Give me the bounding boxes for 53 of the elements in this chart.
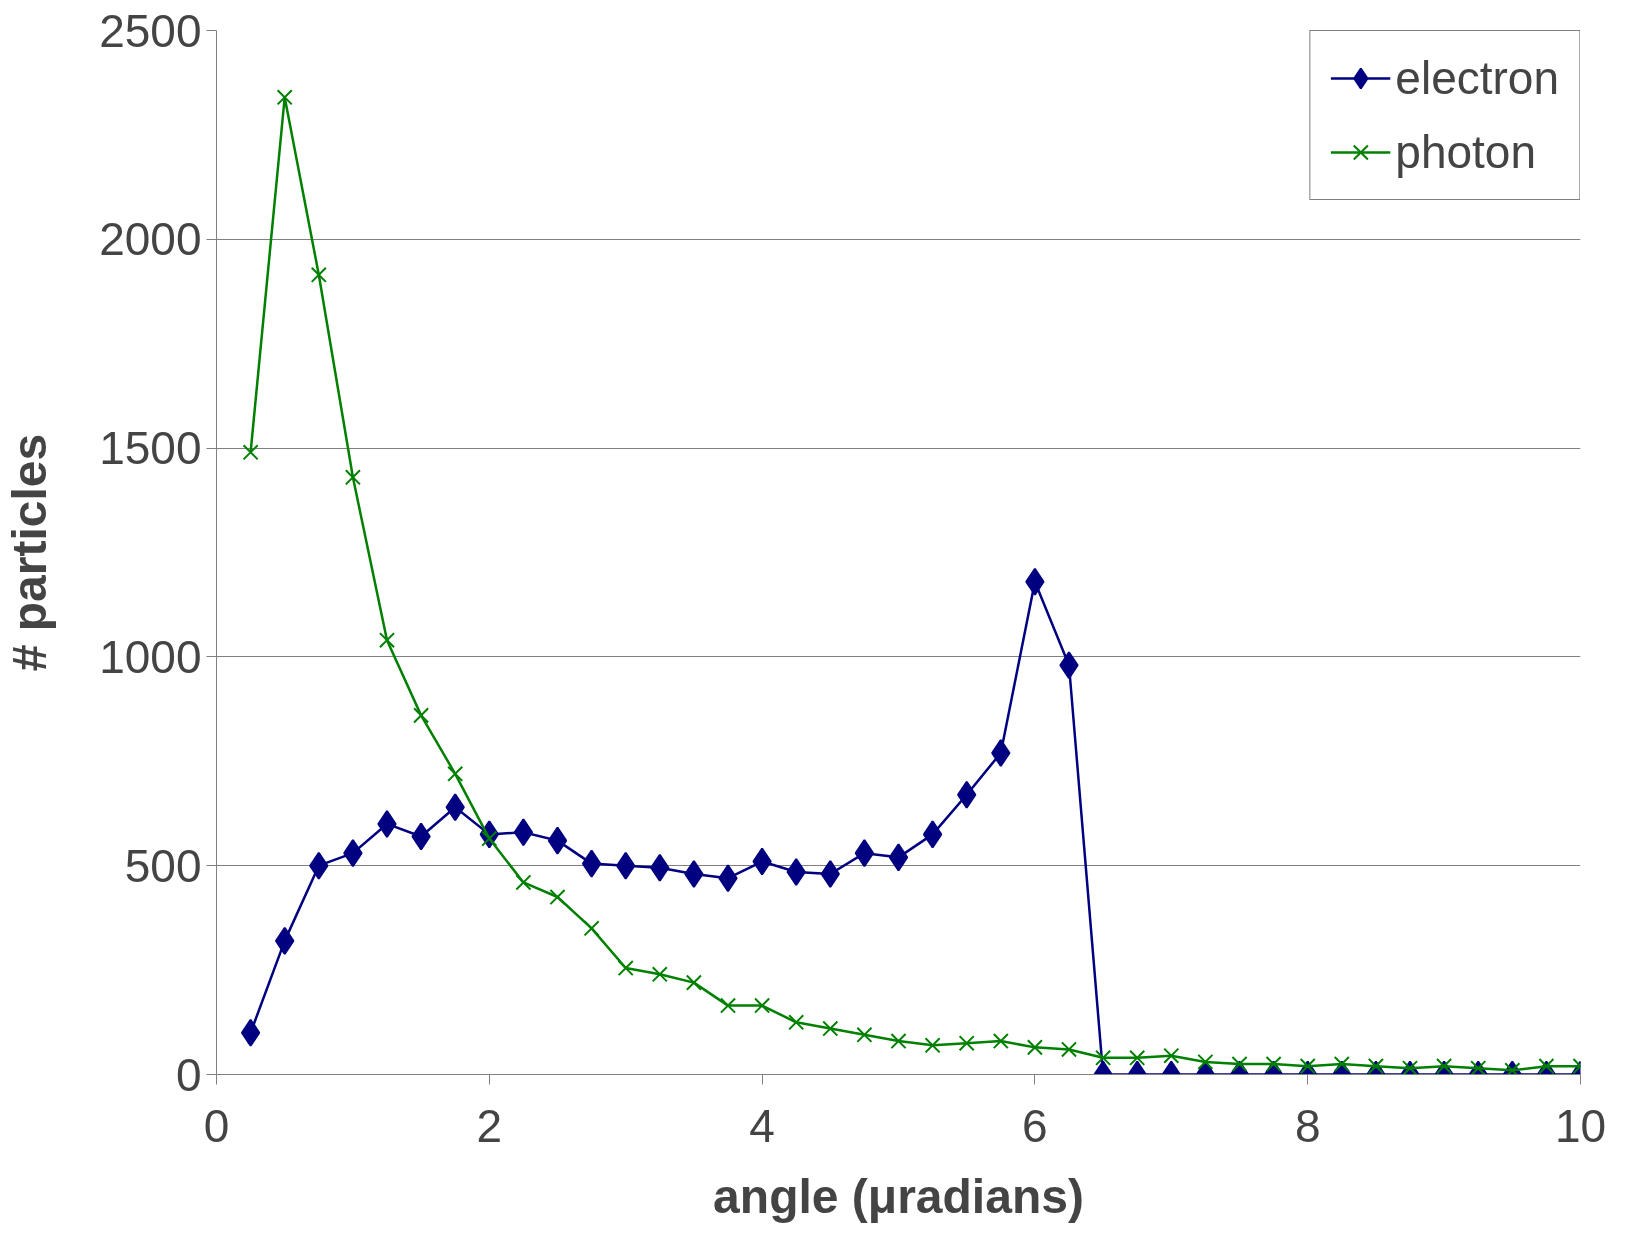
- legend-label: electron: [1395, 51, 1559, 105]
- point: [310, 266, 327, 283]
- point: [378, 632, 396, 649]
- point: [617, 959, 634, 977]
- point: [1026, 1039, 1043, 1056]
- point: [515, 874, 532, 891]
- point: [854, 839, 875, 868]
- point: [413, 707, 430, 724]
- point: [1060, 1041, 1078, 1058]
- point: [922, 820, 943, 849]
- point: [924, 1037, 941, 1054]
- y-tick-label: 2500: [99, 4, 202, 57]
- point: [447, 765, 464, 782]
- point: [242, 444, 259, 461]
- point: [1231, 1055, 1248, 1073]
- point: [581, 849, 602, 878]
- x-tick-label: 6: [1022, 1099, 1048, 1152]
- point: [1265, 1055, 1282, 1073]
- point: [685, 974, 702, 991]
- point: [888, 843, 909, 872]
- y-tick-label: 0: [175, 1048, 202, 1101]
- point: [719, 997, 737, 1014]
- point: [890, 1033, 907, 1050]
- point: [1163, 1047, 1180, 1064]
- y-tick-label: 1000: [99, 630, 202, 683]
- y-axis-title: # particles: [3, 433, 57, 672]
- point: [549, 888, 566, 906]
- point: [1129, 1049, 1146, 1066]
- point: [788, 1014, 805, 1031]
- x-axis-title: angle (μradians): [713, 1169, 1084, 1223]
- y-tick-label: 500: [124, 839, 202, 892]
- legend-label: photon: [1395, 125, 1537, 179]
- y-tick-label: 1500: [99, 422, 202, 475]
- point: [651, 966, 668, 983]
- point: [547, 826, 568, 855]
- point: [513, 818, 534, 847]
- point: [240, 1018, 261, 1047]
- point: [583, 920, 600, 937]
- x-tick-label: 10: [1554, 1099, 1607, 1152]
- point: [1095, 1049, 1112, 1066]
- point: [1197, 1053, 1214, 1071]
- x-tick-label: 8: [1294, 1099, 1321, 1152]
- point: [958, 1035, 975, 1052]
- point: [344, 469, 361, 486]
- point: [276, 89, 293, 106]
- x-tick-label: 2: [476, 1099, 503, 1152]
- point: [856, 1026, 873, 1043]
- y-tick-label: 2000: [99, 213, 202, 266]
- point: [754, 997, 771, 1014]
- point: [1333, 1055, 1350, 1073]
- point: [992, 1033, 1009, 1050]
- point: [822, 1020, 839, 1037]
- x-tick-label: 4: [749, 1099, 775, 1152]
